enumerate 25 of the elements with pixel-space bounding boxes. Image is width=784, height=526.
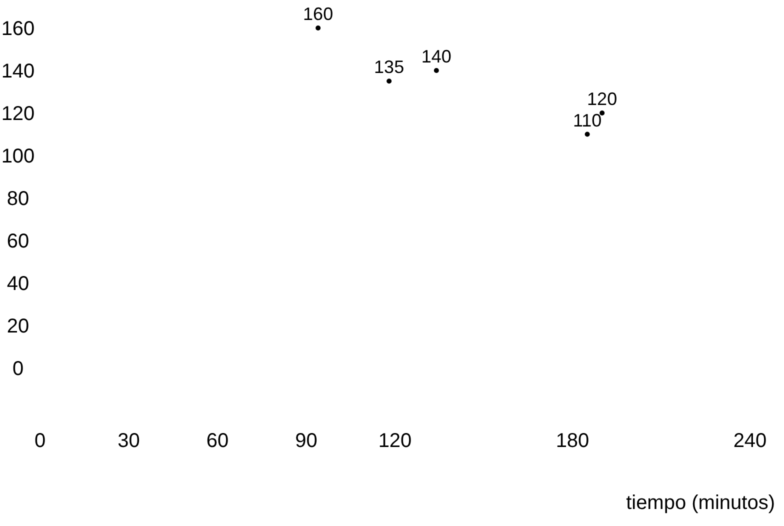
x-tick-label: 120 <box>378 430 412 452</box>
x-tick-label: 240 <box>733 430 767 452</box>
y-tick-label: 120 <box>1 103 35 125</box>
y-tick-label: 0 <box>12 358 24 380</box>
data-label: 110 <box>572 110 602 130</box>
x-tick-label: 90 <box>295 430 318 452</box>
point <box>316 26 321 30</box>
x-axis-title: tiempo (minutos) <box>626 492 775 514</box>
data-label: 160 <box>303 4 334 24</box>
y-tick-label: 140 <box>1 60 35 82</box>
x-tick-label: 60 <box>206 430 229 452</box>
y-tick-label: 20 <box>6 316 30 338</box>
y-tick-label: 60 <box>6 230 30 252</box>
x-tick-label: 180 <box>556 430 590 452</box>
y-tick-label: 80 <box>6 188 30 210</box>
point <box>386 78 392 84</box>
data-label: 135 <box>374 57 404 78</box>
x-tick-label: 30 <box>118 430 140 452</box>
point <box>584 132 590 137</box>
y-tick-label: 40 <box>6 273 30 295</box>
data-label: 120 <box>587 89 618 109</box>
y-tick-label: 160 <box>1 18 35 40</box>
point <box>434 68 439 73</box>
y-tick-label: 100 <box>1 146 35 168</box>
data-label: 140 <box>421 46 452 66</box>
